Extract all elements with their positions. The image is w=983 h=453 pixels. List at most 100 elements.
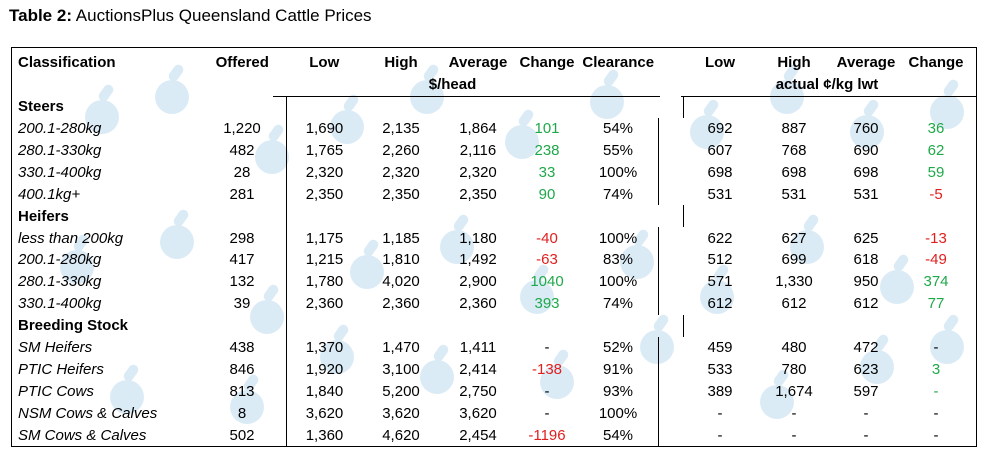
col-high: High — [384, 54, 418, 72]
cell-high: 2,260 — [382, 142, 420, 159]
cell-classification: PTIC Cows — [18, 382, 94, 400]
cell-clearance: 100% — [578, 161, 659, 184]
cell-offered: 281 — [198, 183, 287, 206]
cell-average-kg: 698 — [853, 163, 879, 181]
table-row: 330.1-400kg 39 2,360 2,360 2,360 393 74% 612 612… — [18, 292, 971, 315]
watermark-logo — [590, 85, 624, 119]
watermark-logo — [930, 330, 964, 364]
cell-average: 2,360 — [459, 295, 497, 313]
cell-change-kg: 62 — [927, 142, 945, 159]
cell-classification: PTIC Heifers — [18, 360, 104, 378]
cell-average-kg: 623 — [853, 360, 879, 378]
cell-change-kg: - — [933, 426, 939, 444]
cell-change-kg: -5 — [929, 185, 943, 203]
cell-average: 2,750 — [459, 382, 497, 400]
table-row: 280.1-330kg 132 1,780 4,020 2,900 1040 100% 571… — [18, 270, 971, 293]
cell-clearance: 91% — [578, 358, 659, 381]
cell-gap — [659, 358, 684, 380]
table-row: 200.1-280kg 417 1,215 1,810 1,492 -63 83% 512 69… — [18, 249, 971, 271]
cell-average-kg: 531 — [853, 185, 879, 203]
watermark-logo — [420, 360, 454, 394]
cell-high: 2,135 — [382, 120, 420, 138]
cell-low: 3,620 — [305, 404, 344, 422]
cell-gap — [659, 271, 684, 293]
cell-classification: NSM Cows & Calves — [18, 404, 158, 422]
cell-low: 1,840 — [305, 382, 344, 400]
cell-low: 1,175 — [305, 229, 344, 247]
cell-high: 1,185 — [382, 229, 420, 247]
cell-high: 1,470 — [382, 339, 420, 357]
cell-average: 2,414 — [459, 360, 497, 378]
cell-classification: 400.1kg+ — [18, 185, 81, 203]
cell-offered: 1,220 — [198, 117, 287, 140]
cell-average-kg: 597 — [853, 382, 879, 400]
cell-high-kg: 1,674 — [775, 382, 813, 400]
watermark-logo — [860, 350, 894, 384]
cell-average: 2,320 — [459, 163, 497, 181]
cell-offered: 813 — [198, 380, 287, 403]
cell-high-kg: 627 — [781, 229, 807, 247]
watermark-logo — [540, 365, 574, 399]
cell-average-kg: - — [863, 404, 869, 422]
cell-high: 4,620 — [382, 426, 420, 444]
watermark-logo — [930, 95, 964, 129]
col-average: Average — [448, 54, 508, 72]
cell-high: 5,200 — [382, 382, 420, 400]
watermark-logo — [700, 280, 734, 314]
cell-low: 1,360 — [305, 426, 344, 444]
cell-clearance: 83% — [578, 249, 659, 271]
cell-high-kg: 768 — [781, 142, 807, 159]
cell-high: 2,360 — [382, 295, 420, 313]
cell-high-kg: 1,330 — [775, 273, 813, 291]
cell-average: 2,454 — [459, 426, 497, 444]
group-label: Steers — [18, 98, 64, 116]
cell-high-kg: 612 — [781, 295, 807, 313]
cell-average: 1,492 — [459, 251, 497, 269]
cell-low-kg: 607 — [707, 142, 733, 159]
cell-high: 4,020 — [382, 273, 420, 291]
cell-low-kg: - — [717, 426, 723, 444]
cell-change-kg: - — [933, 404, 939, 422]
cell-change: 1040 — [530, 273, 564, 291]
table-row: SM Heifers 438 1,370 1,470 1,411 - 52% 459 480 47… — [18, 336, 971, 359]
watermark-logo — [790, 230, 824, 264]
cell-change-kg: -49 — [925, 251, 947, 269]
cell-offered: 482 — [198, 139, 287, 162]
cell-gap — [659, 227, 684, 249]
watermark-logo — [690, 115, 724, 149]
cell-offered: 846 — [198, 358, 287, 381]
cell-classification: SM Heifers — [18, 339, 93, 357]
cell-low-kg: 622 — [707, 229, 733, 247]
cell-low: 1,215 — [305, 251, 344, 269]
cell-low-kg: 612 — [707, 295, 733, 313]
cell-clearance: 55% — [578, 139, 659, 162]
cell-low-kg: 571 — [707, 273, 733, 291]
cell-average-kg: 625 — [853, 229, 879, 247]
cell-low: 1,780 — [305, 273, 344, 291]
watermark-logo — [880, 270, 914, 304]
col-gap — [659, 52, 684, 74]
table-row: 200.1-280kg 1,220 1,690 2,135 1,864 101 54% 692… — [18, 117, 971, 140]
cell-average-kg: 612 — [853, 295, 879, 313]
cell-change-kg: -13 — [925, 229, 947, 247]
table-row: PTIC Cows 813 1,840 5,200 2,750 - 93% 389 1,674 5… — [18, 380, 971, 403]
cell-average-kg: 690 — [853, 142, 879, 159]
cell-clearance: 54% — [578, 424, 659, 447]
cell-change: 33 — [538, 163, 556, 181]
cell-offered: 502 — [198, 424, 287, 447]
cell-change: - — [544, 339, 550, 357]
watermark-logo — [330, 110, 364, 144]
header-underline-kg — [681, 96, 977, 97]
cell-high: 2,350 — [382, 185, 420, 203]
cell-average: 1,411 — [459, 339, 497, 357]
cell-low-kg: 512 — [707, 251, 733, 269]
col-low-kg: Low — [705, 54, 735, 72]
cell-clearance: 100% — [578, 227, 659, 250]
cell-low: 2,360 — [305, 295, 344, 313]
watermark-logo — [155, 80, 189, 114]
cell-average: 2,116 — [459, 142, 497, 159]
cell-gap — [659, 183, 684, 205]
cell-average-kg: 472 — [853, 339, 879, 357]
col-change: Change — [519, 54, 575, 72]
cell-change: 101 — [534, 120, 560, 138]
